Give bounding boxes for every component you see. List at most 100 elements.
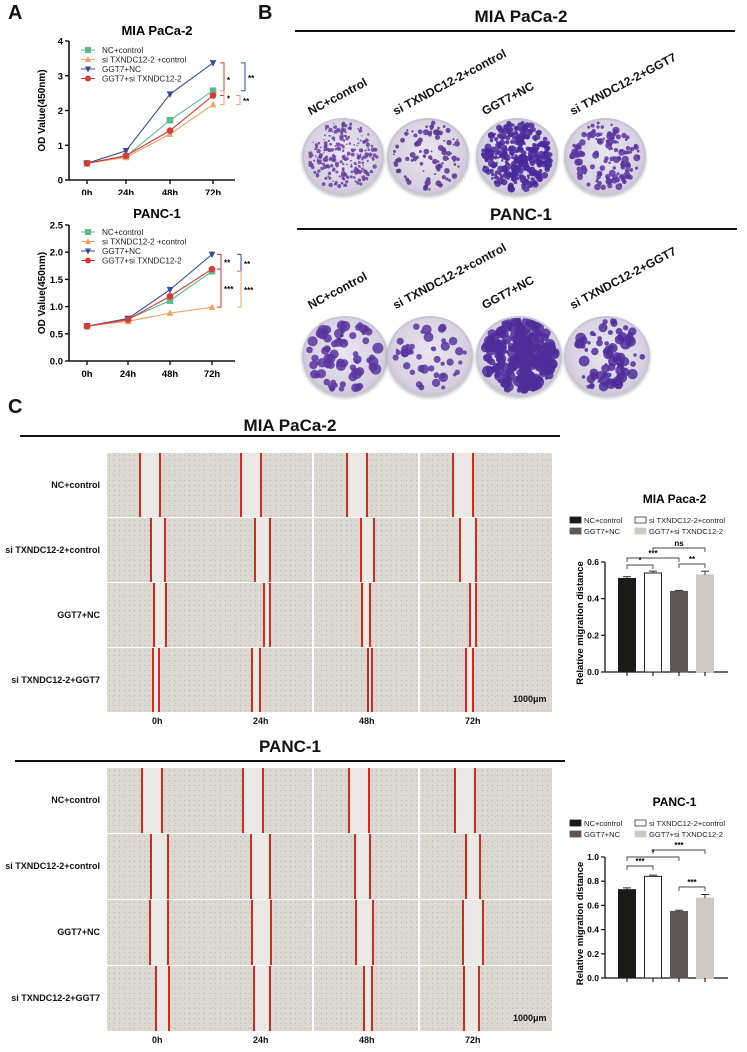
wound-edge-line: [354, 834, 356, 899]
significance-label: **: [248, 74, 255, 83]
time-label: 72h: [465, 716, 481, 726]
y-tick-label: 0.2: [587, 630, 599, 640]
wound-edge-line: [269, 518, 271, 582]
triangle-up-marker-icon: [209, 100, 217, 108]
wound-image-tile: [314, 583, 418, 647]
significance-label: *: [227, 76, 231, 85]
time-label: 0h: [152, 1035, 163, 1045]
wound-edge-line: [251, 648, 253, 712]
wound-edge-line: [139, 453, 141, 517]
y-tick-label: 0.0: [50, 357, 63, 368]
square-marker-icon: [166, 297, 174, 304]
line-chart-panc1: PANC-1 0.0 0.5 1.0 1.5 2.0 2.5 0h 24h 48h 72h OD Va…: [37, 206, 254, 380]
wound-edge-line: [149, 900, 151, 965]
wound-image-tile: [107, 966, 211, 1031]
x-tick-label: 24h: [118, 188, 135, 195]
wound-edge-line: [150, 518, 152, 582]
wound-edge-line: [270, 900, 272, 965]
wound-edge-line: [459, 518, 461, 582]
square-marker-icon: [166, 116, 174, 124]
triangle-up-marker-icon: [85, 56, 91, 62]
wound-edge-line: [465, 834, 467, 899]
wound-edge-line: [269, 583, 271, 647]
series-line: [86, 306, 213, 327]
triangle-up-marker-icon: [208, 303, 216, 310]
bar: [696, 897, 714, 979]
y-axis-label: Relative migration distance: [575, 561, 586, 685]
wound-edge-line: [373, 518, 375, 582]
divider: [15, 760, 565, 762]
wound-edge-line: [454, 768, 456, 833]
wound-image-tile: [208, 583, 312, 647]
chart-title: PANC-1: [133, 206, 180, 221]
x-tick-label: 0h: [81, 369, 92, 380]
circle-marker-icon: [208, 265, 216, 273]
wound-edge-line: [475, 518, 477, 582]
wound-edge-line: [168, 966, 170, 1031]
wound-edge-line: [240, 453, 242, 517]
legend-label: GGT7+si TXNDC12-2: [649, 527, 723, 536]
legend-label: GGT7+NC: [102, 247, 141, 256]
significance-label: ***: [244, 286, 254, 295]
circle-marker-icon: [85, 257, 91, 264]
wound-image-tile: [208, 648, 312, 712]
legend-label: GGT7+si TXNDC12-2: [102, 257, 182, 266]
y-axis-label: Relative migration distance: [575, 862, 586, 986]
legend-label: GGT7+NC: [584, 830, 621, 839]
y-tick-label: 0.0: [587, 973, 599, 983]
y-tick-label: 0.8: [587, 876, 599, 886]
triangle-down-marker-icon: [166, 91, 174, 98]
row-label: si TXNDC12-2+GGT7: [11, 674, 100, 685]
legend-label: GGT7+si TXNDC12-2: [102, 75, 182, 84]
bar: [670, 910, 688, 979]
significance-label: ***: [224, 285, 234, 294]
wound-image-tile: [107, 768, 211, 833]
scale-bar-label: 1000μm: [513, 694, 547, 704]
wound-edge-line: [472, 453, 474, 517]
legend-label: si TXNDC12-2+control: [649, 819, 725, 828]
bar: [618, 578, 636, 673]
y-tick-label: 1.0: [50, 302, 63, 313]
y-tick-label: 4: [58, 37, 64, 48]
y-tick-label: 0.0: [587, 667, 599, 677]
wound-edge-line: [165, 583, 167, 647]
wound-edge-line: [360, 518, 362, 582]
dish-label: GGT7+NC: [479, 78, 537, 118]
wound-edge-line: [371, 648, 373, 712]
y-tick-label: 0.4: [587, 925, 599, 935]
y-tick-label: 2.5: [50, 221, 64, 232]
significance-label: ***: [674, 841, 684, 850]
dish-label: si TXNDC12-2+GGT7: [567, 244, 679, 312]
series-line: [86, 104, 214, 164]
legend-label: NC+control: [102, 46, 143, 55]
legend-swatch: [634, 819, 647, 827]
significance-label: ns: [674, 539, 684, 548]
triangle-down-marker-icon: [85, 66, 91, 73]
significance-label: ***: [648, 549, 658, 558]
wound-edge-line: [367, 648, 369, 712]
colony-title-panc: PANC-1: [489, 205, 553, 224]
bar: [696, 574, 714, 673]
wound-edge-line: [159, 453, 161, 517]
wound-image-tile: [420, 966, 552, 1031]
circle-marker-icon: [83, 160, 91, 167]
row-label: NC+control: [51, 795, 100, 805]
wound-edge-line: [366, 453, 368, 517]
wound-edge-line: [355, 900, 357, 965]
legend-label: NC+control: [584, 819, 623, 828]
y-tick-label: 0.6: [587, 557, 599, 567]
wound-edge-line: [368, 768, 370, 833]
bar: [644, 572, 662, 673]
wound-image-tile: [208, 453, 312, 517]
dish-label: si TXNDC12-2+GGT7: [567, 50, 679, 119]
legend-swatch: [569, 819, 582, 827]
circle-marker-icon: [209, 92, 217, 99]
square-marker-icon: [209, 87, 217, 94]
colony-dish: [564, 316, 650, 397]
legend-label: GGT7+NC: [102, 65, 141, 74]
row-label: GGT7+NC: [57, 609, 100, 620]
legend-label: si TXNDC12-2 +control: [102, 238, 186, 247]
square-marker-icon: [85, 47, 91, 53]
wound-edge-line: [348, 768, 350, 833]
series-line: [86, 270, 213, 327]
